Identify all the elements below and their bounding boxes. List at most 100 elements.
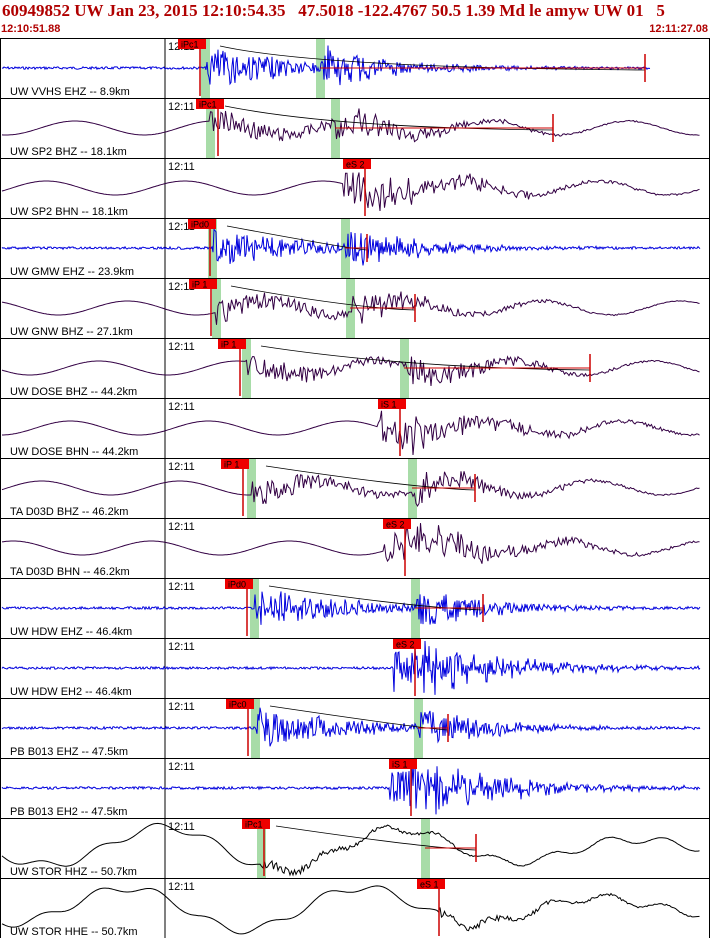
phase-pick-tag[interactable] xyxy=(393,639,421,649)
minute-tick-label: 12:11 xyxy=(168,761,195,773)
phase-pick-tag[interactable] xyxy=(225,579,253,589)
phase-pick-tag[interactable] xyxy=(178,39,206,49)
waveform xyxy=(1,355,700,387)
waveform xyxy=(1,640,701,695)
phase-pick-label[interactable]: iS 1 xyxy=(381,400,397,410)
theoretical-curve xyxy=(224,105,554,131)
phase-pick-label[interactable]: iP 1 xyxy=(224,460,239,470)
minute-tick-label: 12:11 xyxy=(168,821,195,833)
trace-row[interactable]: 12:11 eS 2 UW SP2 BHN -- 18.1km xyxy=(0,158,710,219)
waveform xyxy=(1,523,700,564)
phase-pick-label[interactable]: iPc1 xyxy=(199,100,217,110)
channel-label: UW STOR HHZ -- 50.7km xyxy=(10,866,137,878)
minute-tick-label: 12:11 xyxy=(168,701,195,713)
channel-label: UW HDW EH2 -- 46.4km xyxy=(10,686,132,698)
channel-label: UW DOSE BHN -- 44.2km xyxy=(10,446,138,458)
phase-pick-tag[interactable] xyxy=(417,879,445,889)
phase-pick-label[interactable]: iPd0 xyxy=(228,580,246,590)
trace-row[interactable]: 12:11 iS 1 UW DOSE BHN -- 44.2km xyxy=(0,398,710,459)
channel-label: PB B013 EHZ -- 47.5km xyxy=(10,746,128,758)
waveform xyxy=(1,822,700,877)
theoretical-curve xyxy=(275,825,477,851)
phase-pick-label[interactable]: iPc1 xyxy=(245,820,263,830)
arrival-band xyxy=(242,339,251,398)
phase-pick-label[interactable]: iPc1 xyxy=(181,40,199,50)
waveform xyxy=(1,471,700,507)
waveform xyxy=(1,707,701,747)
phase-pick-tag[interactable] xyxy=(389,759,417,769)
phase-pick-tag[interactable] xyxy=(221,459,249,469)
phase-pick-tag[interactable] xyxy=(242,819,270,829)
channel-label: UW VVHS EHZ -- 8.9km xyxy=(10,86,130,98)
waveform xyxy=(1,885,700,935)
channel-label: UW GMW EHZ -- 23.9km xyxy=(10,266,134,278)
minute-tick-label: 12:11 xyxy=(168,641,195,653)
phase-pick-tag[interactable] xyxy=(196,99,224,109)
theoretical-curve xyxy=(226,225,368,251)
phase-pick-tag[interactable] xyxy=(226,699,254,709)
trace-row[interactable]: 12:11 eS 2 UW HDW EH2 -- 46.4km xyxy=(0,638,710,699)
seismogram-panel[interactable]: 12:11 iPc1 UW VVHS EHZ -- 8.9km 12:11 iPc1 UW… xyxy=(0,38,710,938)
theoretical-curve xyxy=(230,285,416,311)
trace-row[interactable]: 12:11 eS 2 TA D03D BHN -- 46.2km xyxy=(0,518,710,579)
minute-tick-label: 12:11 xyxy=(168,101,195,113)
phase-pick-label[interactable]: iP 1 xyxy=(221,340,236,350)
phase-pick-label[interactable]: eS 1 xyxy=(420,880,439,890)
minute-tick-label: 12:11 xyxy=(168,401,195,413)
channel-label: TA D03D BHZ -- 46.2km xyxy=(10,506,128,518)
waveform xyxy=(1,228,701,266)
phase-pick-tag[interactable] xyxy=(188,219,216,229)
phase-pick-tag[interactable] xyxy=(343,159,371,169)
channel-label: UW HDW EHZ -- 46.4km xyxy=(10,626,132,638)
phase-pick-tag[interactable] xyxy=(218,339,246,349)
trace-row[interactable]: 12:11 iPc1 UW STOR HHZ -- 50.7km xyxy=(0,818,710,879)
phase-pick-label[interactable]: eS 2 xyxy=(386,520,405,530)
phase-pick-tag[interactable] xyxy=(378,399,406,409)
minute-tick-label: 12:11 xyxy=(168,281,195,293)
theoretical-curve xyxy=(269,705,449,731)
phase-pick-label[interactable]: eS 2 xyxy=(396,640,415,650)
phase-pick-label[interactable]: iP 1 xyxy=(192,280,207,290)
theoretical-curve xyxy=(260,345,591,371)
arrival-band xyxy=(257,819,266,878)
trace-row[interactable]: 12:11 iPc0 PB B013 EHZ -- 47.5km xyxy=(0,698,710,759)
trace-row[interactable]: 12:11 eS 1 UW STOR HHE -- 50.7km xyxy=(0,878,710,938)
trace-row[interactable]: 12:11 iPd0 UW HDW EHZ -- 46.4km xyxy=(0,578,710,639)
waveform xyxy=(1,591,701,625)
event-header: 60949852 UW Jan 23, 2015 12:10:54.35 47.… xyxy=(0,0,710,40)
minute-tick-label: 12:11 xyxy=(168,521,195,533)
channel-label: PB B013 EH2 -- 47.5km xyxy=(10,806,127,818)
phase-pick-tag[interactable] xyxy=(189,279,217,289)
waveform xyxy=(1,172,700,212)
waveform xyxy=(1,45,651,86)
channel-label: UW SP2 BHN -- 18.1km xyxy=(10,206,128,218)
trace-row[interactable]: 12:11 iP 1 UW DOSE BHZ -- 44.2km xyxy=(0,338,710,399)
phase-pick-label[interactable]: iPd0 xyxy=(191,220,209,230)
event-title: 60949852 UW Jan 23, 2015 12:10:54.35 47.… xyxy=(2,1,665,20)
minute-tick-label: 12:11 xyxy=(168,581,195,593)
phase-pick-label[interactable]: eS 2 xyxy=(346,160,365,170)
phase-pick-tag[interactable] xyxy=(383,519,411,529)
window-start-time: 12:10:51.88 xyxy=(1,23,61,35)
channel-label: UW DOSE BHZ -- 44.2km xyxy=(10,386,137,398)
trace-row[interactable]: 12:11 iP 1 TA D03D BHZ -- 46.2km xyxy=(0,458,710,519)
theoretical-curve xyxy=(219,45,646,71)
waveform xyxy=(1,108,700,143)
minute-tick-label: 12:11 xyxy=(168,461,195,473)
trace-row[interactable]: 12:11 iS 1 PB B013 EH2 -- 47.5km xyxy=(0,758,710,819)
phase-pick-label[interactable]: iPc0 xyxy=(229,700,247,710)
waveform xyxy=(1,291,700,325)
theoretical-curve xyxy=(268,585,484,611)
minute-tick-label: 12:11 xyxy=(168,881,195,893)
phase-pick-label[interactable]: iS 1 xyxy=(392,760,408,770)
arrival-band xyxy=(206,99,215,158)
theoretical-curve xyxy=(265,465,476,491)
window-end-time: 12:11:27.08 xyxy=(649,23,708,35)
channel-label: UW SP2 BHZ -- 18.1km xyxy=(10,146,127,158)
trace-row[interactable]: 12:11 iPc1 UW SP2 BHZ -- 18.1km xyxy=(0,98,710,159)
waveform xyxy=(2,410,700,456)
waveform xyxy=(1,759,701,815)
